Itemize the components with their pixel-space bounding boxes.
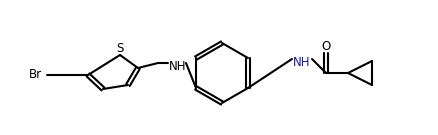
- Text: NH: NH: [293, 55, 311, 68]
- Text: S: S: [117, 41, 124, 55]
- Text: O: O: [321, 40, 331, 53]
- Text: Br: Br: [28, 68, 42, 82]
- Text: NH: NH: [169, 60, 187, 72]
